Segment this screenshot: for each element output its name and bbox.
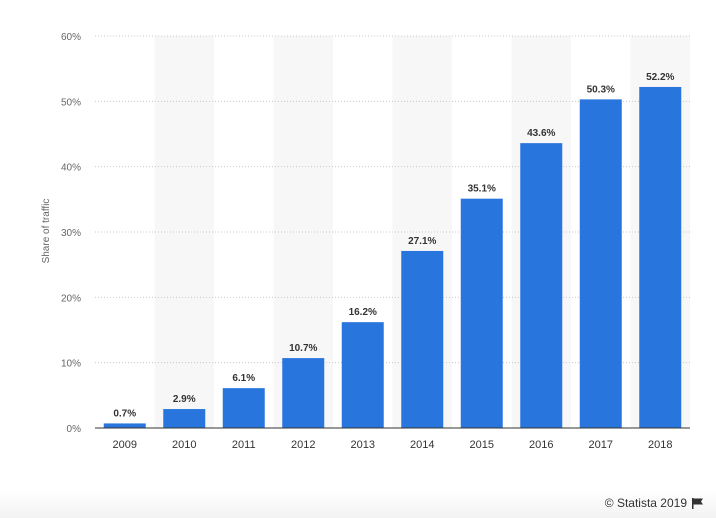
bar[interactable] — [401, 250, 444, 428]
value-label: 16.2% — [349, 307, 377, 318]
value-label: 35.1% — [468, 184, 496, 195]
x-axis-ticks: 2009 2010 2011 2012 2013 2014 2015 2016 2017 2018 — [113, 439, 673, 451]
y-tick-label: 0% — [67, 424, 82, 435]
x-tick-label: 2009 — [113, 439, 137, 451]
bar[interactable] — [163, 409, 206, 428]
x-tick-label: 2018 — [648, 439, 672, 451]
value-labels: 0.7% 2.9% 6.1% 10.7% 16.2% 27.1% 35.1% 43.6% 50.… — [113, 72, 674, 419]
y-tick-label: 10% — [61, 359, 81, 370]
bars — [103, 86, 682, 429]
x-tick-label: 2010 — [172, 439, 196, 451]
x-tick-label: 2016 — [529, 439, 553, 451]
x-tick-label: 2017 — [589, 439, 613, 451]
credit-text: © Statista 2019 — [604, 496, 687, 510]
bar[interactable] — [460, 198, 503, 428]
bar[interactable] — [103, 423, 146, 428]
y-axis-label: Share of traffic — [41, 199, 52, 264]
y-tick-label: 60% — [61, 32, 81, 43]
y-axis-ticks: 0% 10% 20% 30% 40% 50% 60% — [61, 32, 81, 435]
x-tick-label: 2014 — [410, 439, 434, 451]
bar[interactable] — [639, 86, 682, 429]
value-label: 27.1% — [408, 236, 436, 247]
y-tick-label: 40% — [61, 163, 81, 174]
value-label: 10.7% — [289, 343, 317, 354]
bar-chart: 0% 10% 20% 30% 40% 50% 60% 0.7% 2.9% 6.1% 10.7% 16… — [41, 32, 690, 451]
bar[interactable] — [222, 388, 265, 428]
value-label: 50.3% — [587, 84, 615, 95]
x-tick-label: 2012 — [291, 439, 315, 451]
value-label: 2.9% — [173, 394, 196, 405]
bar[interactable] — [341, 322, 384, 428]
y-tick-label: 20% — [61, 293, 81, 304]
bar[interactable] — [282, 358, 325, 428]
value-label: 52.2% — [646, 72, 674, 83]
x-tick-label: 2011 — [232, 439, 256, 451]
x-tick-label: 2015 — [470, 439, 494, 451]
bar[interactable] — [520, 143, 563, 428]
value-label: 0.7% — [113, 408, 136, 419]
value-label: 43.6% — [527, 128, 555, 139]
value-label: 6.1% — [232, 373, 255, 384]
band — [154, 36, 214, 428]
footer-background — [0, 490, 716, 518]
flag-icon[interactable] — [691, 497, 704, 509]
y-tick-label: 30% — [61, 228, 81, 239]
y-tick-label: 50% — [61, 97, 81, 108]
bar[interactable] — [579, 99, 622, 428]
source-credit[interactable]: © Statista 2019 — [605, 496, 704, 510]
x-tick-label: 2013 — [351, 439, 375, 451]
